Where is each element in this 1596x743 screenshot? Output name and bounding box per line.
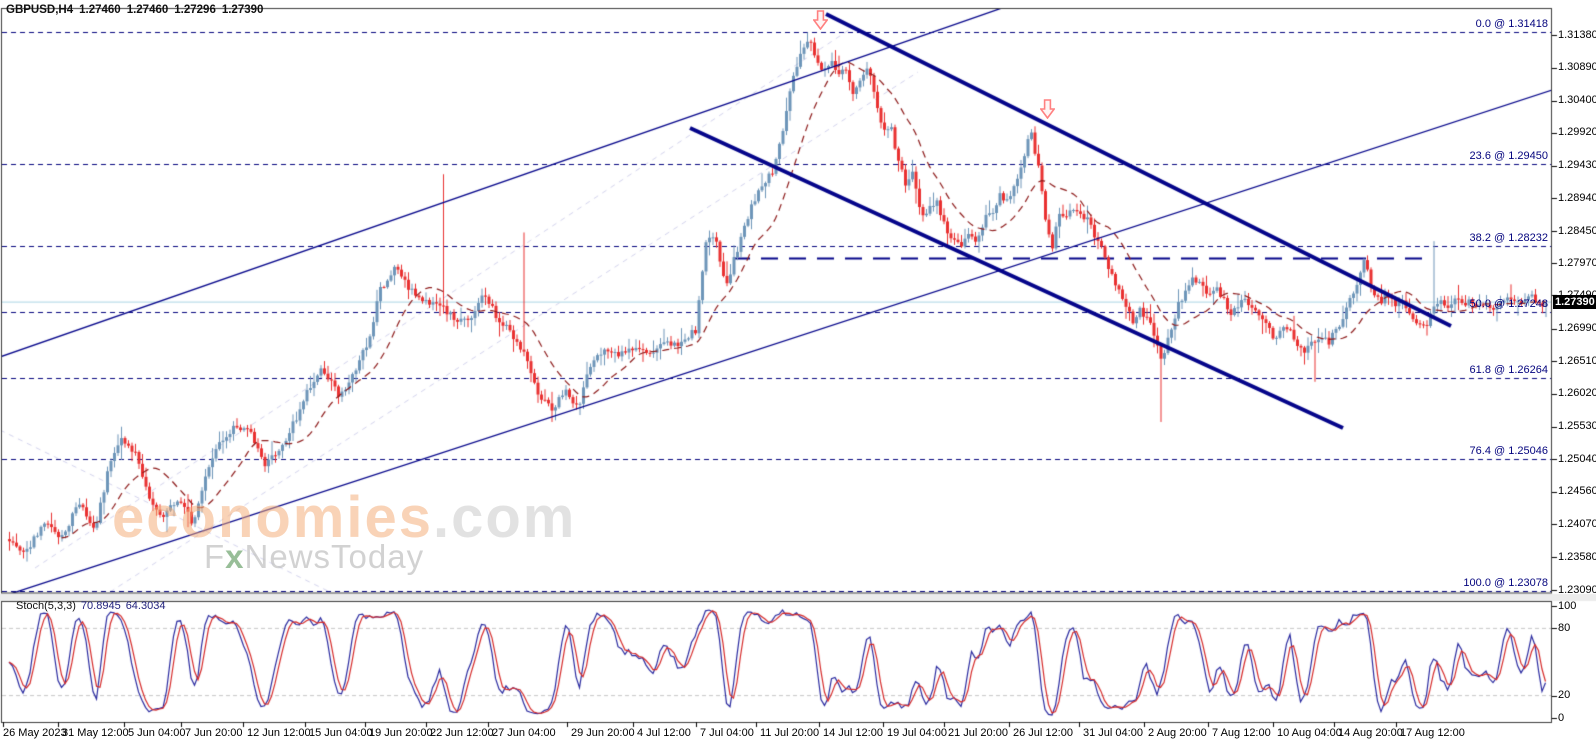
- ohlc-high: 1.27460: [126, 4, 169, 16]
- symbol-timeframe: GBPUSD,H4: [6, 4, 74, 16]
- fib-level-label: 76.4 @ 1.25046: [1469, 445, 1548, 458]
- price-axis-label: 1.27970: [1558, 256, 1596, 269]
- price-axis-label: 1.25530: [1558, 420, 1596, 433]
- date-axis-label: 27 Jun 04:00: [492, 727, 556, 739]
- date-axis-label: 7 Jul 04:00: [700, 727, 754, 739]
- watermark-brand: economies.com: [112, 484, 576, 551]
- watermark-tagline: FxNewsToday: [204, 538, 424, 576]
- price-axis-label: 1.24070: [1558, 517, 1596, 530]
- price-axis-label: 1.26020: [1558, 387, 1596, 400]
- date-axis-label: 26 May 2023: [3, 727, 67, 739]
- fib-level-label: 50.0 @ 1.27248: [1469, 297, 1548, 310]
- price-axis-label: 1.26510: [1558, 354, 1596, 367]
- date-axis-label: 22 Jun 12:00: [430, 727, 494, 739]
- date-axis-label: 14 Jul 12:00: [823, 727, 883, 739]
- date-axis-label: 12 Jun 12:00: [247, 727, 311, 739]
- indicator-value-main: 70.8945: [80, 600, 121, 612]
- stoch-scale-label: 0: [1558, 711, 1565, 724]
- indicator-name: Stoch(5,3,3): [16, 600, 76, 612]
- date-axis-label: 19 Jul 04:00: [887, 727, 947, 739]
- fib-level-label: 0.0 @ 1.31418: [1475, 18, 1548, 31]
- price-axis-label: 1.26990: [1558, 322, 1596, 335]
- date-axis-label: 15 Jun 04:00: [309, 727, 373, 739]
- price-axis-label: 1.28940: [1558, 191, 1596, 204]
- watermark-tagline-rest: NewsToday: [244, 538, 425, 575]
- ohlc-close: 1.27390: [221, 4, 264, 16]
- indicator-label: Stoch(5,3,3) 70.8945 64.3034: [16, 600, 165, 612]
- price-axis-label: 1.29920: [1558, 126, 1596, 139]
- date-axis-label: 31 May 12:00: [62, 727, 129, 739]
- price-axis-label: 1.25040: [1558, 452, 1596, 465]
- stoch-scale-label: 80: [1558, 621, 1571, 634]
- date-axis-label: 7 Aug 12:00: [1212, 727, 1271, 739]
- fib-level-label: 100.0 @ 1.23078: [1463, 576, 1548, 589]
- price-axis-label: 1.23090: [1558, 583, 1596, 596]
- ohlc-low: 1.27296: [174, 4, 216, 16]
- watermark-brand-name: economies: [112, 485, 433, 550]
- indicator-value-signal: 64.3034: [125, 600, 166, 612]
- date-axis-label: 26 Jul 12:00: [1013, 727, 1073, 739]
- date-axis-label: 2 Aug 20:00: [1148, 727, 1207, 739]
- current-price-badge: 1.27390: [1553, 295, 1596, 310]
- sell-signal-arrow-icon[interactable]: [812, 10, 829, 31]
- watermark-tagline-f: F: [204, 538, 226, 575]
- date-axis-label: 19 Jun 20:00: [369, 727, 433, 739]
- date-axis-label: 31 Jul 04:00: [1083, 727, 1143, 739]
- fib-level-label: 38.2 @ 1.28232: [1469, 231, 1548, 244]
- fib-level-label: 61.8 @ 1.26264: [1469, 363, 1548, 376]
- price-axis-label: 1.28450: [1558, 224, 1596, 237]
- chart-title: GBPUSD,H4 1.27460 1.27460 1.27296 1.27390: [6, 4, 269, 16]
- watermark-brand-suffix: .com: [433, 485, 577, 550]
- date-axis-label: 5 Jun 04:00: [128, 727, 186, 739]
- date-axis-label: 4 Jul 12:00: [637, 727, 691, 739]
- price-axis-label: 1.30400: [1558, 94, 1596, 107]
- date-axis-label: 29 Jun 20:00: [571, 727, 635, 739]
- date-axis-label: 17 Aug 12:00: [1400, 727, 1465, 739]
- fib-level-label: 23.6 @ 1.29450: [1469, 150, 1548, 163]
- stoch-scale-label: 20: [1558, 689, 1571, 702]
- price-axis-label: 1.24560: [1558, 485, 1596, 498]
- date-axis-label: 10 Aug 04:00: [1277, 727, 1342, 739]
- date-axis-label: 7 Jun 20:00: [185, 727, 243, 739]
- watermark-tagline-x: x: [225, 538, 245, 575]
- sell-signal-arrow-icon[interactable]: [1039, 99, 1056, 120]
- stoch-scale-label: 100: [1558, 599, 1577, 612]
- date-axis-label: 21 Jul 20:00: [948, 727, 1008, 739]
- ohlc-open: 1.27460: [79, 4, 121, 16]
- price-axis-label: 1.27490: [1558, 288, 1596, 301]
- date-axis-label: 11 Jul 20:00: [760, 727, 820, 739]
- price-axis-label: 1.29430: [1558, 159, 1596, 172]
- date-axis-label: 14 Aug 20:00: [1338, 727, 1403, 739]
- price-axis-label: 1.31380: [1558, 28, 1596, 41]
- price-axis-label: 1.23580: [1558, 550, 1596, 563]
- price-axis-label: 1.30890: [1558, 61, 1596, 74]
